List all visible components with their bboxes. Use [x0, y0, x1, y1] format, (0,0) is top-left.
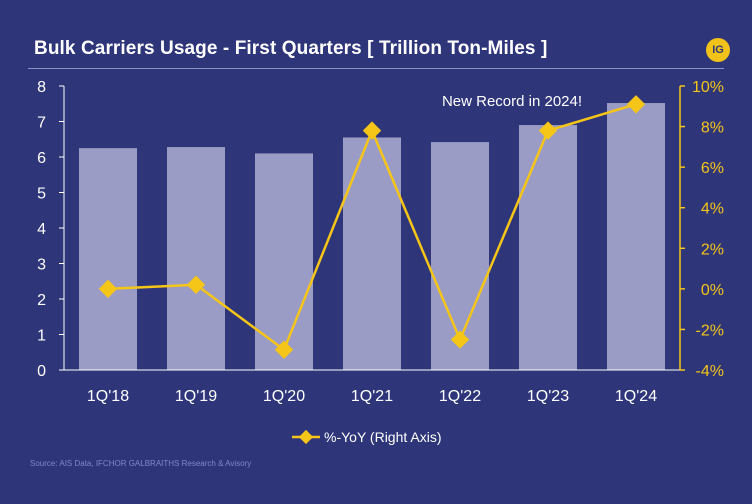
bar-0 — [79, 148, 137, 370]
left-tick-label: 8 — [37, 79, 46, 96]
right-tick-label: 8% — [701, 120, 724, 137]
right-tick-label: -4% — [696, 363, 724, 380]
left-tick-label: 5 — [37, 186, 46, 203]
source-note: Source: AIS Data, IFCHOR GALBRAITHS Rese… — [30, 459, 252, 468]
left-tick-label: 6 — [37, 150, 46, 167]
yoy-point-0 — [98, 279, 118, 299]
bar-3 — [343, 137, 401, 370]
ig-logo-icon: IG — [706, 38, 730, 62]
left-axis-ticks: 0 1 2 3 4 5 6 7 8 — [37, 79, 64, 380]
right-tick-label: 4% — [701, 201, 724, 218]
left-tick-label: 4 — [37, 221, 46, 238]
yoy-point-2 — [274, 340, 294, 359]
bar-6 — [607, 103, 665, 370]
right-tick-label: 6% — [701, 160, 724, 177]
yoy-point-3 — [362, 121, 382, 140]
bar-2 — [255, 153, 313, 370]
x-axis-ticks: 1Q'18 1Q'19 1Q'20 1Q'21 1Q'22 1Q'23 1Q'24 — [87, 388, 657, 405]
bar-1 — [167, 147, 225, 370]
left-tick-label: 3 — [37, 257, 46, 274]
bar-series — [79, 103, 665, 370]
right-tick-label: -2% — [696, 322, 724, 339]
left-tick-label: 2 — [37, 292, 46, 309]
x-tick-label: 1Q'23 — [527, 388, 569, 405]
left-tick-label: 7 — [37, 115, 46, 132]
chart-title: Bulk Carriers Usage - First Quarters [ T… — [34, 38, 548, 59]
x-tick-label: 1Q'24 — [615, 388, 657, 405]
yoy-point-6 — [626, 95, 646, 114]
legend-label: %-YoY (Right Axis) — [324, 429, 442, 445]
left-tick-label: 1 — [37, 328, 46, 345]
yoy-point-1 — [186, 275, 206, 294]
right-tick-label: 10% — [692, 79, 724, 96]
right-tick-label: 2% — [701, 241, 724, 258]
right-tick-label: 0% — [701, 282, 724, 299]
left-tick-label: 0 — [37, 363, 46, 380]
x-tick-label: 1Q'19 — [175, 388, 217, 405]
right-axis-ticks: -4% -2% 0% 2% 4% 6% 8% 10% — [680, 79, 724, 380]
yoy-line-series — [98, 95, 646, 359]
legend-diamond-marker — [298, 429, 314, 445]
legend: %-YoY (Right Axis) — [292, 429, 442, 445]
title-divider — [28, 68, 724, 69]
x-tick-label: 1Q'20 — [263, 388, 305, 405]
x-tick-label: 1Q'18 — [87, 388, 129, 405]
bar-5 — [519, 125, 577, 370]
record-annotation: New Record in 2024! — [442, 93, 582, 110]
x-tick-label: 1Q'21 — [351, 388, 393, 405]
yoy-point-4 — [450, 330, 470, 349]
x-tick-label: 1Q'22 — [439, 388, 481, 405]
yoy-point-5 — [538, 121, 558, 140]
